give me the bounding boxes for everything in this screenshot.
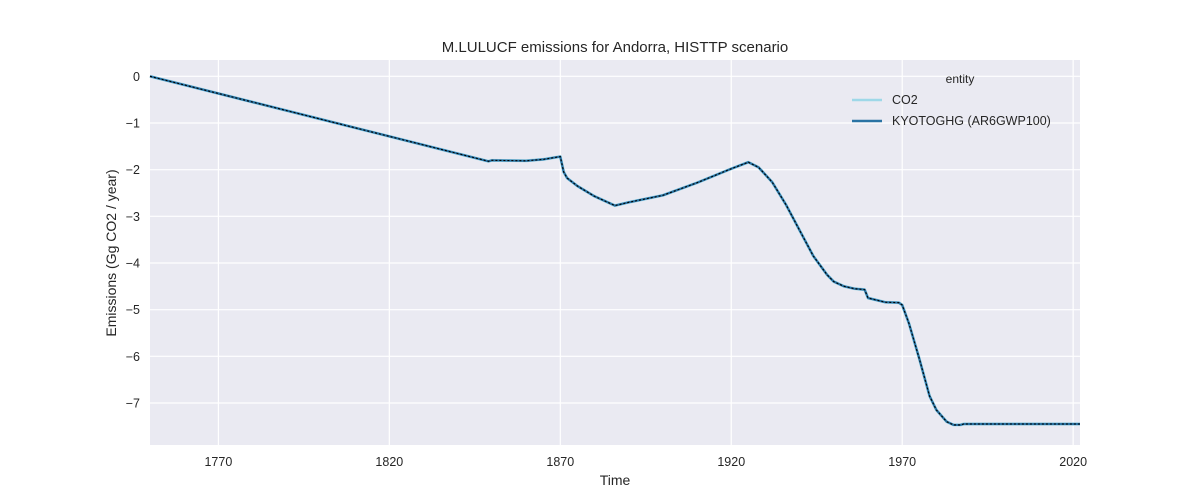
legend-label-kyotoghg: KYOTOGHG (AR6GWP100) [892, 114, 1051, 128]
grid-lines [150, 60, 1080, 445]
y-tick-label: −7 [126, 397, 140, 411]
x-axis-ticks: 1770 1820 1870 1920 1970 2020 [204, 455, 1087, 469]
x-tick-label: 1870 [546, 455, 574, 469]
y-tick-label: −1 [126, 117, 140, 131]
x-tick-label: 1770 [204, 455, 232, 469]
y-axis-label: Emissions (Gg CO2 / year) [103, 169, 119, 336]
y-axis-ticks: 0 −1 −2 −3 −4 −5 −6 −7 [126, 70, 140, 411]
y-tick-label: −4 [126, 257, 140, 271]
x-tick-label: 1970 [888, 455, 916, 469]
x-axis-label: Time [600, 472, 631, 488]
x-tick-label: 1820 [375, 455, 403, 469]
y-tick-label: −5 [126, 303, 140, 317]
series-line-overlay-dotted [149, 75, 1080, 426]
chart-title: M.LULUCF emissions for Andorra, HISTTP s… [442, 39, 789, 56]
legend-title: entity [946, 72, 975, 86]
legend-label-co2: CO2 [892, 93, 918, 107]
y-tick-label: 0 [133, 70, 140, 84]
x-tick-label: 2020 [1059, 455, 1087, 469]
x-tick-label: 1920 [717, 455, 745, 469]
y-tick-label: −3 [126, 210, 140, 224]
y-tick-label: −6 [126, 350, 140, 364]
y-tick-label: −2 [126, 163, 140, 177]
series-layer [149, 74, 1080, 427]
legend: entity CO2 KYOTOGHG (AR6GWP100) [852, 72, 1051, 128]
